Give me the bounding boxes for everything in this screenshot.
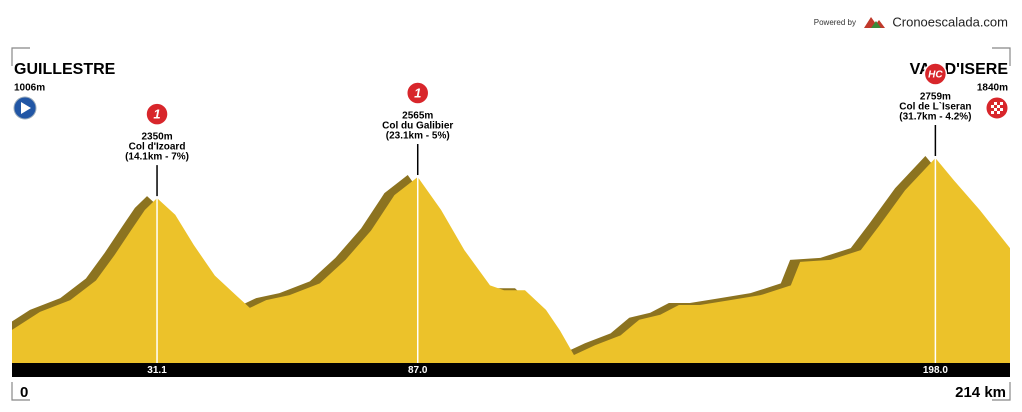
finish-check [991,105,994,108]
start-distance: 0 [20,384,28,401]
edge-mask [0,150,12,365]
climb-elevation: 2565m [402,111,433,122]
climb-elevation: 2350m [141,132,172,143]
climb-category: HC [928,70,943,81]
category-badge [145,102,169,126]
finish-check [991,102,994,105]
finish-check [997,102,1000,105]
climb-name: Col d'Izoard [129,142,186,153]
brand[interactable]: Cronoescalada.com [892,14,1008,29]
finish-check [997,108,1000,111]
x-tick-label: 31.1 [147,365,167,376]
frame-corners [11,47,1011,401]
finish-check [994,102,997,105]
category-badge [405,81,430,105]
finish-check [997,111,1000,114]
brand-logo [864,17,885,28]
finish-check [994,108,997,111]
climb-elevation: 2759m [920,92,951,103]
finish-elevation: 1840m [977,83,1008,94]
climb-detail: (31.7km - 4.2%) [899,112,971,123]
finish-check [1000,108,1003,111]
finish-check [1000,102,1003,105]
climb-name: Col du Galibier [382,121,453,132]
finish-check [997,105,1000,108]
x-tick-label: 87.0 [408,365,428,376]
category-badge [923,62,948,86]
finish-check [1000,105,1003,108]
climb-detail: (23.1km - 5%) [386,131,450,142]
end-distance: 214 km [955,384,1006,401]
finish-check [994,111,997,114]
finish-check [1000,111,1003,114]
climb-name: Col de L`Iseran [899,102,971,113]
powered-by: Powered by [814,18,856,27]
climb-category: 1 [153,107,160,122]
edge-mask [1010,150,1022,365]
start-elevation: 1006m [14,83,45,94]
profile-area [12,158,1010,363]
distance-bar [12,363,1010,377]
start-name: GUILLESTRE [14,61,116,78]
x-tick-label: 198.0 [923,365,948,376]
finish-check [991,111,994,114]
finish-check [994,105,997,108]
start-arrow [21,102,31,114]
finish-check [991,108,994,111]
climb-category: 1 [414,85,421,100]
climb-detail: (14.1km - 7%) [125,152,189,163]
